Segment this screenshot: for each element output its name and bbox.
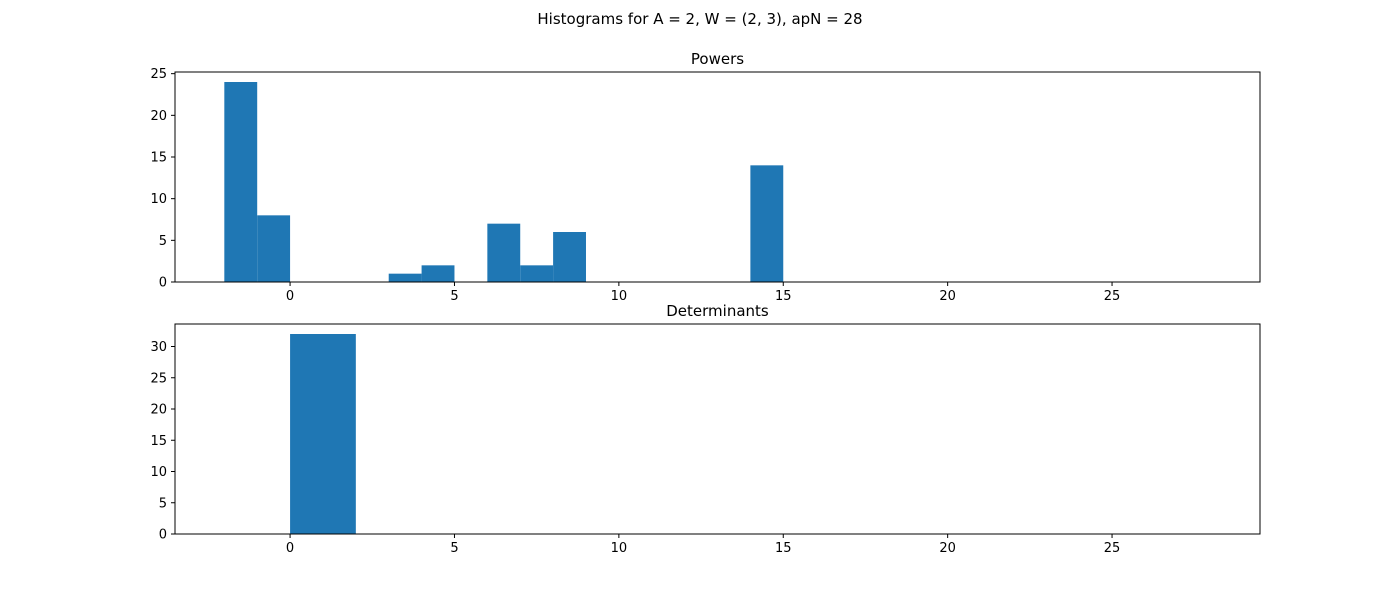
- y-tick-label: 0: [159, 276, 167, 291]
- x-tick-label: 25: [1104, 289, 1121, 304]
- histogram-bar: [421, 265, 455, 282]
- x-tick-label: 15: [775, 289, 792, 304]
- histogram-bar: [553, 232, 586, 282]
- x-tick-label: 0: [286, 289, 294, 304]
- axes-frame: [174, 323, 1261, 535]
- y-tick-label: 25: [150, 371, 167, 386]
- y-tick-label: 5: [159, 234, 167, 249]
- histogram-bar: [520, 265, 554, 282]
- y-tick-label: 5: [159, 496, 167, 511]
- x-tick-label: 10: [611, 289, 628, 304]
- y-tick-label: 15: [150, 151, 167, 166]
- x-tick-label: 25: [1104, 541, 1121, 556]
- histogram-bar: [257, 215, 291, 282]
- y-tick-label: 10: [150, 192, 167, 207]
- histogram-bar: [487, 223, 521, 282]
- x-tick-label: 20: [939, 541, 956, 556]
- y-tick-label: 30: [150, 340, 167, 355]
- chart-powers: 0 5 10 15 20 25 0 5 10 15 20 25 Powers: [150, 50, 1261, 304]
- histogram-bar: [750, 165, 784, 282]
- y-tick-label: 20: [150, 109, 167, 124]
- subplot-title: Determinants: [666, 302, 769, 320]
- figure-suptitle: Histograms for A = 2, W = (2, 3), apN = …: [537, 10, 862, 28]
- y-tick-label: 10: [150, 465, 167, 480]
- x-tick-label: 0: [286, 541, 294, 556]
- subplot-title: Powers: [691, 50, 744, 68]
- histogram-bar: [388, 273, 422, 282]
- y-tick-label: 0: [159, 528, 167, 543]
- histogram-bar: [224, 82, 258, 282]
- x-tick-label: 10: [611, 541, 628, 556]
- chart-determinants: 0 5 10 15 20 25 0 5 10 15 20 25 30 Determinants: [150, 302, 1261, 556]
- x-tick-label: 20: [939, 289, 956, 304]
- x-tick-label: 15: [775, 541, 792, 556]
- chart-panels: 0 5 10 15 20 25 0 5 10 15 20 25 Powers 0 5 10 15 20 25 0 5 10…: [150, 50, 1261, 556]
- x-tick-label: 5: [450, 289, 458, 304]
- y-tick-label: 20: [150, 403, 167, 418]
- y-tick-label: 15: [150, 434, 167, 449]
- x-tick-label: 5: [450, 541, 458, 556]
- histogram-bar: [290, 334, 356, 534]
- y-tick-label: 25: [150, 67, 167, 82]
- axes-frame: [174, 71, 1261, 283]
